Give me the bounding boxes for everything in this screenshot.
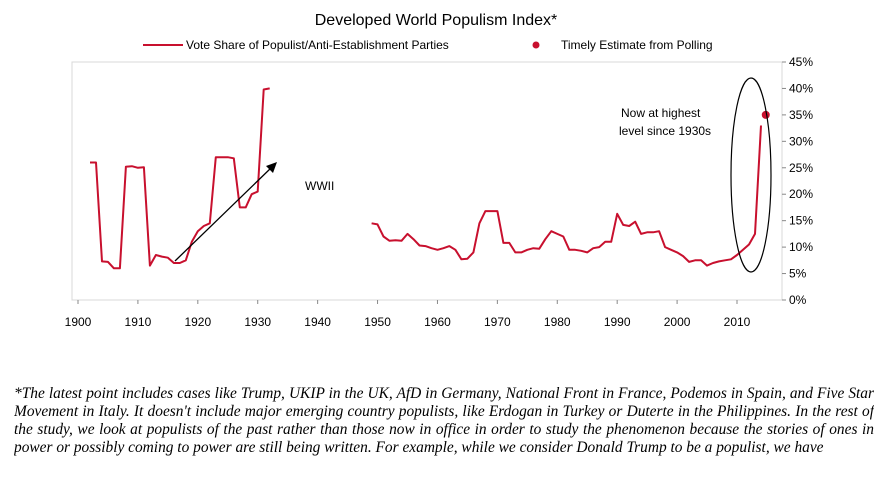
- x-tick-label: 1900: [65, 315, 92, 329]
- x-tick-label: 2000: [664, 315, 691, 329]
- plot-area: [71, 61, 783, 301]
- x-tick-label: 1980: [544, 315, 571, 329]
- annotation-highest-line2: level since 1930s: [619, 124, 711, 138]
- wwii-arrow: [174, 166, 273, 262]
- series-lines: [90, 87, 762, 270]
- legend-dot-swatch: [532, 41, 540, 49]
- y-tick-label: 30%: [789, 134, 813, 148]
- x-tick-label: 1990: [604, 315, 631, 329]
- series-points: [761, 110, 770, 119]
- legend-label-vote-share: Vote Share of Populist/Anti-Establishmen…: [186, 38, 449, 52]
- annotation-wwii: WWII: [305, 179, 334, 193]
- y-tick-label: 5%: [789, 267, 807, 281]
- annotation-highest-line1: Now at highest: [621, 106, 701, 120]
- x-tick-label: 1940: [304, 315, 331, 329]
- x-axis: 1900 1910 1920 1930 1940 1950 1960 1970 1980 1990…: [65, 300, 751, 329]
- x-tick-label: 1910: [125, 315, 152, 329]
- y-tick-label: 35%: [789, 108, 813, 122]
- y-axis: 0% 5% 10% 15% 20% 25% 30% 35% 40% 45%: [782, 55, 813, 307]
- y-tick-label: 0%: [789, 293, 807, 307]
- x-tick-label: 1950: [364, 315, 391, 329]
- y-tick-label: 40%: [789, 81, 813, 95]
- x-tick-label: 1960: [424, 315, 451, 329]
- chart-title: Developed World Populism Index*: [315, 12, 558, 29]
- polling-estimate-point: [761, 110, 770, 119]
- y-tick-label: 45%: [789, 55, 813, 69]
- populism-chart: Developed World Populism Index* Vote Sha…: [65, 12, 814, 329]
- y-tick-label: 15%: [789, 214, 813, 228]
- legend-label-polling: Timely Estimate from Polling: [561, 38, 713, 52]
- x-tick-label: 1970: [484, 315, 511, 329]
- series-line-vote-share: [90, 87, 270, 270]
- highlight-ellipse: [730, 77, 772, 273]
- arrowhead-icon: [266, 162, 277, 173]
- y-tick-label: 10%: [789, 240, 813, 254]
- y-tick-label: 20%: [789, 187, 813, 201]
- x-tick-label: 2010: [724, 315, 751, 329]
- chart-svg: Developed World Populism Index* Vote Sha…: [65, 12, 814, 329]
- series-line-vote-share: [371, 125, 762, 267]
- x-tick-label: 1920: [184, 315, 211, 329]
- y-tick-label: 25%: [789, 161, 813, 175]
- footnote-text: *The latest point includes cases like Tr…: [14, 385, 874, 456]
- x-tick-label: 1930: [244, 315, 271, 329]
